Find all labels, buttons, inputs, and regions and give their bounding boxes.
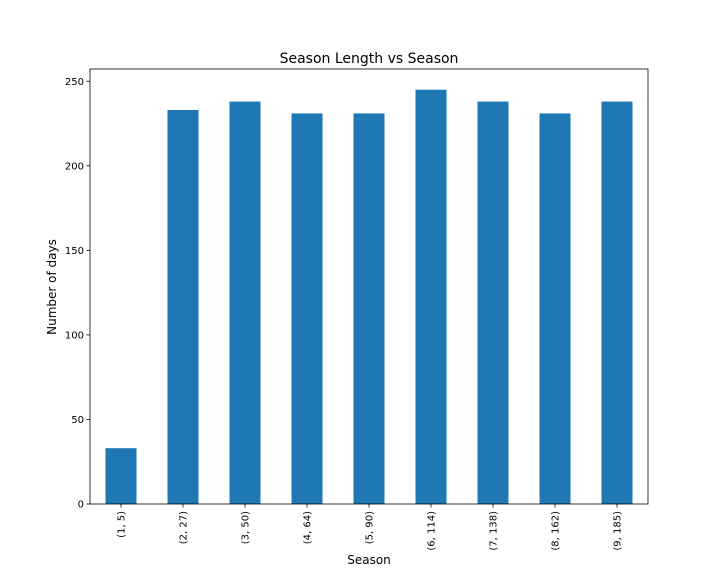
bar <box>105 448 137 504</box>
bar <box>601 101 633 505</box>
bar <box>167 110 199 504</box>
x-tick-label: (4, 64) <box>303 511 314 544</box>
y-tick-label: 250 <box>65 77 84 88</box>
x-tick-label: (1, 5) <box>117 511 128 538</box>
x-tick-label: (9, 185) <box>613 511 624 551</box>
bar <box>415 89 447 505</box>
x-axis-title: Season <box>347 553 391 567</box>
bar <box>353 113 385 504</box>
bar <box>477 101 509 505</box>
bar <box>291 113 323 504</box>
x-tick-label: (7, 138) <box>489 511 500 551</box>
x-tick-label: (8, 162) <box>551 511 562 551</box>
chart-title: Season Length vs Season <box>280 51 459 67</box>
y-tick-label: 50 <box>71 415 84 426</box>
x-tick-label: (2, 27) <box>179 511 190 544</box>
plot-area: 0 50 100 150 200 250 (1, 5) (2, 27) (3, 50) (4, 6… <box>65 68 649 551</box>
y-axis-title: Number of days <box>45 239 59 335</box>
x-tick-label: (6, 114) <box>427 511 438 551</box>
y-tick-label: 0 <box>78 500 84 511</box>
x-tick-label: (3, 50) <box>241 511 252 544</box>
x-tick-label: (5, 90) <box>365 511 376 544</box>
y-tick-label: 200 <box>65 161 84 172</box>
y-tick-label: 150 <box>65 246 84 257</box>
bar <box>229 101 261 505</box>
bar <box>539 113 571 504</box>
y-tick-label: 100 <box>65 330 84 341</box>
